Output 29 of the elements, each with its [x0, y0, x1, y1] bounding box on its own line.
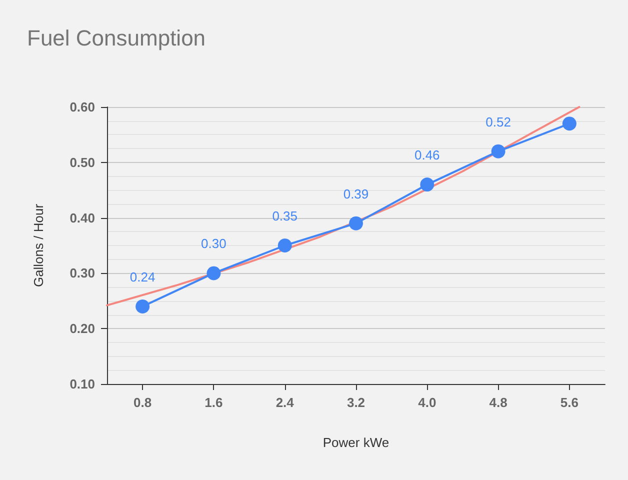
chart-title: Fuel Consumption: [27, 26, 206, 50]
data-label: 0.46: [414, 148, 440, 163]
point: [420, 178, 434, 192]
y-axis-title: Gallons / Hour: [31, 203, 46, 288]
point: [491, 144, 506, 158]
point: [349, 216, 363, 230]
data-label: 0.39: [343, 186, 369, 202]
y-tick-label: 0.30: [70, 266, 95, 281]
x-tick-label: 4.0: [418, 395, 436, 410]
y-tick-label: 0.20: [70, 321, 95, 336]
point: [136, 299, 150, 314]
data-label: 0.24: [130, 269, 156, 284]
point: [278, 238, 292, 252]
point: [206, 266, 221, 280]
y-tick-label: 0.40: [70, 210, 95, 226]
data-label: 0.35: [272, 208, 298, 224]
x-axis-title: Power kWe: [322, 435, 390, 450]
y-tick-label: 0.10: [70, 376, 95, 392]
point: [562, 116, 576, 131]
x-tick-label: 0.8: [134, 395, 152, 410]
data-label: 0.30: [201, 236, 226, 252]
data-label: 0.52: [486, 114, 511, 130]
x-tick-label: 3.2: [346, 395, 366, 410]
x-tick-label: 2.4: [276, 395, 295, 410]
y-tick-label: 0.50: [70, 154, 95, 170]
y-tick-label: 0.60: [70, 100, 95, 114]
x-tick-label: 1.6: [204, 395, 223, 410]
x-tick-label: 4.8: [489, 395, 508, 410]
x-tick-label: 5.6: [560, 395, 578, 410]
